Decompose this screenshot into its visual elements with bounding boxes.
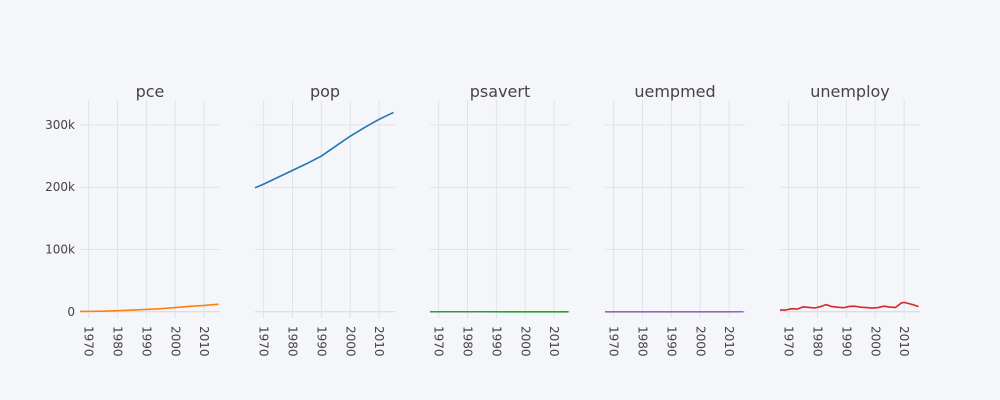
x-tick-label-0: 1970	[607, 326, 621, 357]
x-tick-label-3: 2000	[868, 326, 882, 357]
x-tick-label-0: 1970	[782, 326, 796, 357]
panel-pop: pop 1970 1980 1990 2000 2010	[254, 82, 395, 357]
x-tick-label-2: 1990	[664, 326, 678, 357]
y-tick-label-2: 200k	[45, 180, 75, 194]
x-tick-label-0: 1970	[82, 326, 96, 357]
x-tick-label-3: 2000	[693, 326, 707, 357]
series-line-pce	[79, 303, 219, 313]
panel-title: unemploy	[810, 82, 890, 101]
y-tick-label-0: 0	[67, 305, 75, 319]
x-tick-label-3: 2000	[168, 326, 182, 357]
y-tick-label-3: 300k	[45, 118, 75, 132]
y-tick-label-1: 100k	[45, 242, 75, 256]
x-tick-label-4: 2010	[722, 326, 736, 357]
panel-title: psavert	[470, 82, 530, 101]
x-tick-label-4: 2010	[372, 326, 386, 357]
x-tick-label-0: 1970	[257, 326, 271, 357]
x-tick-label-3: 2000	[343, 326, 357, 357]
x-tick-label-3: 2000	[518, 326, 532, 357]
x-tick-label-1: 1980	[286, 326, 300, 357]
panel-title: uempmed	[634, 82, 715, 101]
x-tick-label-1: 1980	[636, 326, 650, 357]
x-tick-label-4: 2010	[897, 326, 911, 357]
x-tick-label-1: 1980	[461, 326, 475, 357]
x-tick-label-4: 2010	[197, 326, 211, 357]
panel-title: pop	[310, 82, 340, 101]
x-tick-label-2: 1990	[839, 326, 853, 357]
panel-unemploy: unemploy 1970 1980 1990 2000 2010	[779, 82, 920, 357]
x-tick-label-1: 1980	[811, 326, 825, 357]
panel-title: pce	[136, 82, 165, 101]
x-tick-label-4: 2010	[547, 326, 561, 357]
panel-uempmed: uempmed 1970 1980 1990 2000 2010	[605, 82, 745, 357]
x-tick-label-1: 1980	[111, 326, 125, 357]
x-tick-label-2: 1990	[489, 326, 503, 357]
x-tick-label-2: 1990	[314, 326, 328, 357]
series-line-unemploy	[779, 301, 919, 311]
x-tick-label-2: 1990	[139, 326, 153, 357]
panel-pce: pce 1970 1980 1990 2000 2010	[79, 82, 220, 357]
x-tick-label-0: 1970	[432, 326, 446, 357]
series-line-pop	[254, 111, 394, 189]
panel-psavert: psavert 1970 1980 1990 2000 2010	[430, 82, 570, 357]
